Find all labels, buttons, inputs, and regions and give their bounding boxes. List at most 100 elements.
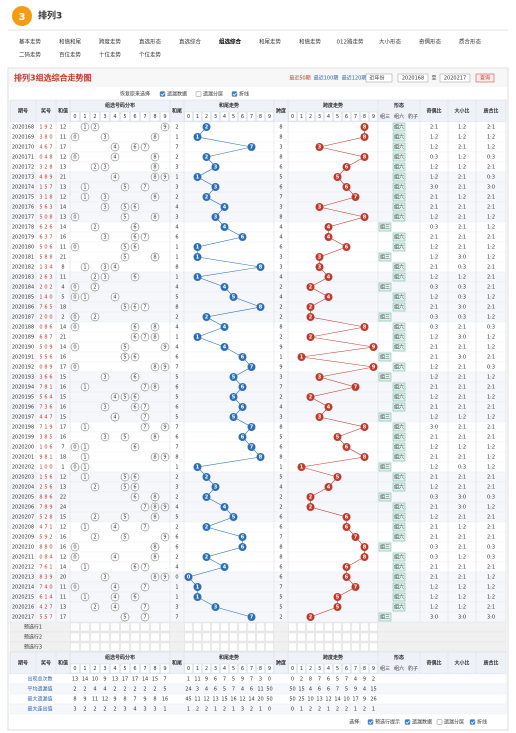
nav-link[interactable]: 和值走势: [299, 38, 322, 46]
preselect-cell[interactable]: [160, 642, 170, 652]
range-link[interactable]: 最近50期: [289, 75, 310, 82]
nav-link[interactable]: 十位走势: [99, 51, 122, 59]
preselect-cell[interactable]: [297, 632, 306, 642]
preselect-cell[interactable]: [160, 622, 170, 632]
preselect-cell[interactable]: [229, 642, 238, 652]
preselect-cell[interactable]: [110, 632, 120, 642]
preselect-cell[interactable]: [297, 622, 306, 632]
preselect-cell[interactable]: [70, 632, 80, 642]
preselect-cell[interactable]: [342, 642, 351, 652]
preselect-cell[interactable]: [80, 642, 90, 652]
preselect-cell[interactable]: [70, 642, 80, 652]
preselect-cell[interactable]: [202, 622, 211, 632]
preselect-cell[interactable]: [130, 632, 140, 642]
footer-checkbox[interactable]: [436, 719, 443, 725]
preselect-cell[interactable]: [324, 632, 333, 642]
footer-checkbox[interactable]: [404, 719, 411, 725]
preselect-cell[interactable]: [360, 632, 369, 642]
nav-link[interactable]: 二码走势: [19, 51, 42, 59]
nav-link[interactable]: 和尾走势: [259, 38, 282, 46]
preselect-cell[interactable]: [120, 622, 130, 632]
preselect-cell[interactable]: [229, 632, 238, 642]
preselect-cell[interactable]: [288, 632, 297, 642]
preselect-cell[interactable]: [120, 642, 130, 652]
preselect-cell[interactable]: [306, 642, 315, 652]
preselect-cell[interactable]: [220, 622, 229, 632]
nav-link[interactable]: 个位走势: [139, 51, 162, 59]
to-input[interactable]: [439, 73, 471, 83]
preselect-cell[interactable]: [333, 632, 342, 642]
preselect-cell[interactable]: [90, 622, 100, 632]
preselect-cell[interactable]: [247, 642, 256, 652]
preselect-cell[interactable]: [193, 632, 202, 642]
preselect-cell[interactable]: [288, 622, 297, 632]
preselect-cell[interactable]: [211, 622, 220, 632]
preselect-cell[interactable]: [229, 622, 238, 632]
nav-link[interactable]: 百位走势: [59, 51, 82, 59]
preselect-cell[interactable]: [256, 632, 265, 642]
option-checkbox[interactable]: [159, 91, 166, 97]
preselect-cell[interactable]: [360, 622, 369, 632]
preselect-cell[interactable]: [351, 642, 360, 652]
preselect-cell[interactable]: [238, 632, 247, 642]
option-checkbox[interactable]: [231, 91, 238, 97]
nav-link[interactable]: 大小形态: [379, 38, 402, 46]
preselect-cell[interactable]: [360, 642, 369, 652]
preselect-cell[interactable]: [202, 632, 211, 642]
nav-link[interactable]: 直选综合: [179, 38, 202, 46]
preselect-cell[interactable]: [110, 622, 120, 632]
preselect-cell[interactable]: [100, 632, 110, 642]
range-link[interactable]: 最近120期: [342, 75, 367, 82]
preselect-cell[interactable]: [351, 632, 360, 642]
preselect-cell[interactable]: [211, 632, 220, 642]
preselect-cell[interactable]: [220, 632, 229, 642]
preselect-cell[interactable]: [265, 642, 274, 652]
year-select[interactable]: [365, 73, 393, 83]
preselect-cell[interactable]: [193, 642, 202, 652]
nav-link[interactable]: 跨度走势: [99, 38, 122, 46]
preselect-cell[interactable]: [247, 622, 256, 632]
preselect-cell[interactable]: [90, 632, 100, 642]
preselect-cell[interactable]: [110, 642, 120, 652]
preselect-cell[interactable]: [265, 632, 274, 642]
preselect-cell[interactable]: [306, 632, 315, 642]
nav-link[interactable]: 直选形态: [139, 38, 162, 46]
preselect-cell[interactable]: [288, 642, 297, 652]
option-checkbox[interactable]: [195, 91, 202, 97]
preselect-cell[interactable]: [193, 622, 202, 632]
preselect-cell[interactable]: [247, 632, 256, 642]
preselect-cell[interactable]: [315, 632, 324, 642]
nav-link[interactable]: 奇偶形态: [419, 38, 442, 46]
preselect-cell[interactable]: [333, 642, 342, 652]
from-input[interactable]: [397, 73, 429, 83]
preselect-cell[interactable]: [140, 632, 150, 642]
preselect-cell[interactable]: [120, 632, 130, 642]
preselect-cell[interactable]: [238, 642, 247, 652]
preselect-cell[interactable]: [315, 622, 324, 632]
preselect-cell[interactable]: [324, 622, 333, 632]
preselect-cell[interactable]: [265, 622, 274, 632]
nav-link[interactable]: 组选综合: [219, 38, 242, 46]
preselect-cell[interactable]: [70, 622, 80, 632]
preselect-cell[interactable]: [256, 622, 265, 632]
nav-link[interactable]: 基本走势: [19, 38, 42, 46]
preselect-cell[interactable]: [202, 642, 211, 652]
nav-link[interactable]: 012路走势: [337, 38, 364, 46]
preselect-cell[interactable]: [184, 622, 193, 632]
nav-link[interactable]: 质合形态: [459, 38, 482, 46]
preselect-cell[interactable]: [184, 632, 193, 642]
preselect-cell[interactable]: [369, 642, 378, 652]
preselect-cell[interactable]: [342, 632, 351, 642]
preselect-cell[interactable]: [100, 622, 110, 632]
preselect-cell[interactable]: [324, 642, 333, 652]
preselect-cell[interactable]: [140, 622, 150, 632]
preselect-cell[interactable]: [150, 622, 160, 632]
preselect-cell[interactable]: [140, 642, 150, 652]
preselect-cell[interactable]: [351, 622, 360, 632]
preselect-cell[interactable]: [100, 642, 110, 652]
range-link[interactable]: 最近100期: [314, 75, 339, 82]
preselect-cell[interactable]: [297, 642, 306, 652]
preselect-cell[interactable]: [130, 642, 140, 652]
query-button[interactable]: [475, 73, 495, 83]
preselect-cell[interactable]: [306, 622, 315, 632]
